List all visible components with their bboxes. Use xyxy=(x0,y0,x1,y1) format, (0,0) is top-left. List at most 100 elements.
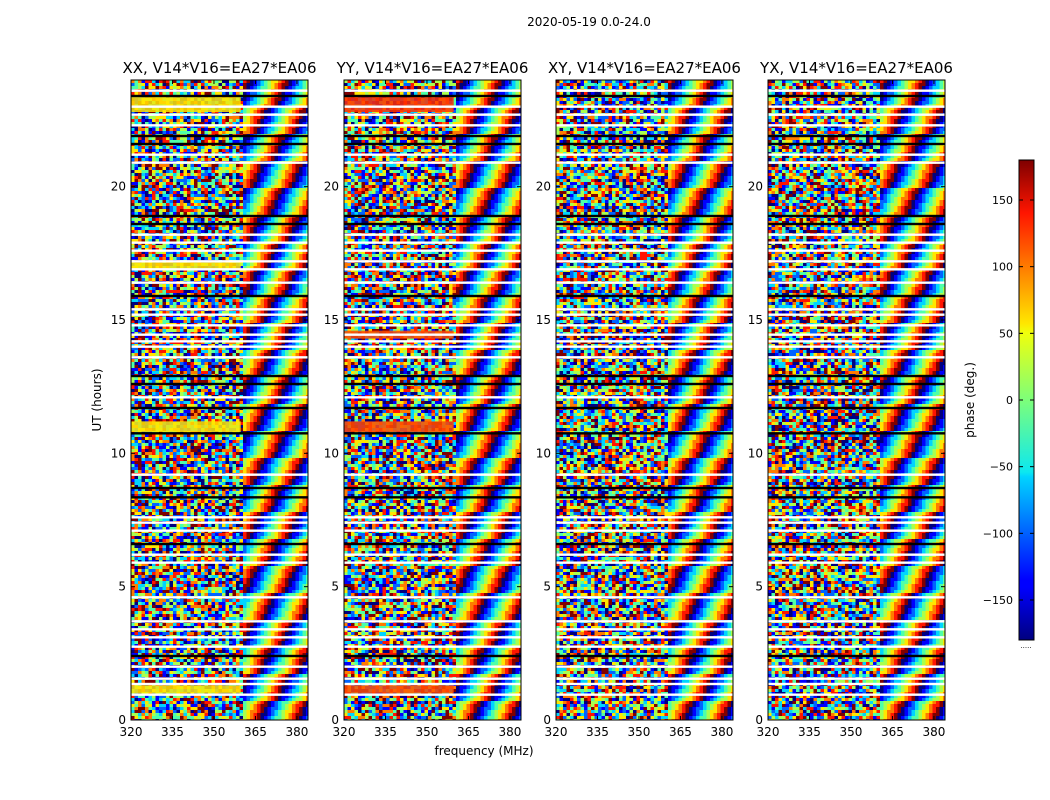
x-tick-label: 380 xyxy=(922,725,945,739)
flag-gap xyxy=(131,628,308,631)
flag-gap xyxy=(131,161,308,164)
flag-gap xyxy=(768,628,945,631)
x-axis-label: frequency (MHz) xyxy=(434,744,533,758)
flag-gap xyxy=(768,374,945,378)
y-axis-label: UT (hours) xyxy=(90,368,104,431)
flag-gap xyxy=(344,553,521,556)
flag-gap xyxy=(556,486,733,490)
flag-gap xyxy=(768,281,945,284)
flag-gap xyxy=(556,682,733,686)
flag-gap xyxy=(556,645,733,648)
flag-gap xyxy=(556,260,733,263)
x-tick-label: 365 xyxy=(457,725,480,739)
flag-gap xyxy=(344,142,521,146)
x-tick-label: 380 xyxy=(710,725,733,739)
flag-gap xyxy=(556,636,733,639)
flat-phase-band xyxy=(344,685,454,694)
flag-gap xyxy=(556,516,733,519)
x-tick-label: 365 xyxy=(881,725,904,739)
flag-gap xyxy=(556,113,733,116)
flag-gap xyxy=(344,432,521,435)
flag-gap xyxy=(344,396,521,399)
flag-gap xyxy=(344,134,521,138)
flag-gap xyxy=(131,113,308,116)
flag-gap xyxy=(131,553,308,556)
flag-gap xyxy=(768,677,945,680)
flag-gap xyxy=(768,521,945,524)
flag-gap xyxy=(131,486,308,490)
flag-gap xyxy=(344,222,521,226)
flag-gap xyxy=(131,134,308,138)
panel-xx: XX, V14*V16=EA27*EA06 320 335 350 365 380 0 5 10… xyxy=(111,59,317,739)
flag-gap xyxy=(768,529,945,532)
panel-title: XY, V14*V16=EA27*EA06 xyxy=(548,59,741,77)
flag-gap xyxy=(556,340,733,343)
flag-gap xyxy=(556,542,733,546)
y-tick-label: 20 xyxy=(748,180,763,194)
flag-gap xyxy=(556,677,733,680)
flag-gap xyxy=(344,313,521,316)
flag-gap xyxy=(556,134,733,138)
flag-gap xyxy=(344,153,521,156)
flag-gap xyxy=(768,620,945,623)
flag-gap xyxy=(768,308,945,311)
flag-gap xyxy=(768,345,945,348)
flag-gap xyxy=(131,294,308,298)
y-tick-label: 0 xyxy=(543,713,551,727)
y-tick-label: 5 xyxy=(543,580,551,594)
panel-frame xyxy=(130,79,309,721)
flag-gap xyxy=(768,693,945,696)
flag-gap xyxy=(344,113,521,116)
flag-gap xyxy=(768,340,945,343)
flag-gap xyxy=(131,693,308,696)
flag-gap xyxy=(131,340,308,343)
phase-heatmap xyxy=(768,80,945,720)
flag-gap xyxy=(768,473,945,476)
flag-gap xyxy=(556,308,733,311)
flag-gap xyxy=(344,654,521,658)
x-tick-label: 320 xyxy=(120,725,143,739)
flag-gap xyxy=(344,124,521,127)
flag-gap xyxy=(344,345,521,348)
flag-gap xyxy=(131,124,308,127)
flag-gap xyxy=(556,89,733,92)
x-tick-label: 335 xyxy=(586,725,609,739)
y-tick-label: 0 xyxy=(755,713,763,727)
flag-gap xyxy=(131,249,308,252)
flag-gap xyxy=(344,340,521,343)
flag-gap xyxy=(344,241,521,244)
flag-gap xyxy=(344,324,521,327)
flag-gap xyxy=(131,268,308,271)
flag-gap xyxy=(131,596,308,599)
flag-gap xyxy=(131,496,308,499)
flag-gap xyxy=(131,333,308,336)
flag-gap xyxy=(344,665,521,668)
panel-title: YX, V14*V16=EA27*EA06 xyxy=(759,59,953,77)
flag-gap xyxy=(768,542,945,546)
flag-gap xyxy=(556,345,733,348)
flag-gap xyxy=(131,473,308,476)
panel-yy: YY, V14*V16=EA27*EA06 320 335 350 365 380 0 5 10… xyxy=(324,59,529,739)
flag-gap xyxy=(556,142,733,146)
flag-gap xyxy=(131,529,308,532)
flag-gap xyxy=(768,636,945,639)
panel-xy: XY, V14*V16=EA27*EA06 320 335 350 365 380 0 5 10… xyxy=(536,59,741,739)
flag-gap xyxy=(556,382,733,386)
flag-gap xyxy=(344,281,521,284)
panel-title: XX, V14*V16=EA27*EA06 xyxy=(122,59,316,77)
flag-gap xyxy=(344,561,521,564)
panel-frame xyxy=(343,79,522,721)
flag-gap xyxy=(556,356,733,359)
flag-gap xyxy=(131,89,308,92)
flag-gap xyxy=(768,241,945,244)
y-tick-label: 20 xyxy=(324,180,339,194)
panel-yx: YX, V14*V16=EA27*EA06 320 335 350 365 380 0 5 10… xyxy=(748,59,953,739)
flat-phase-band xyxy=(344,421,454,432)
flag-gap xyxy=(556,654,733,658)
flag-gap xyxy=(344,105,521,108)
flag-gap xyxy=(131,620,308,623)
flag-gap xyxy=(344,620,521,623)
flag-gap xyxy=(344,636,521,639)
flag-gap xyxy=(768,268,945,271)
colorbar-tick-label: 0 xyxy=(1006,394,1013,407)
